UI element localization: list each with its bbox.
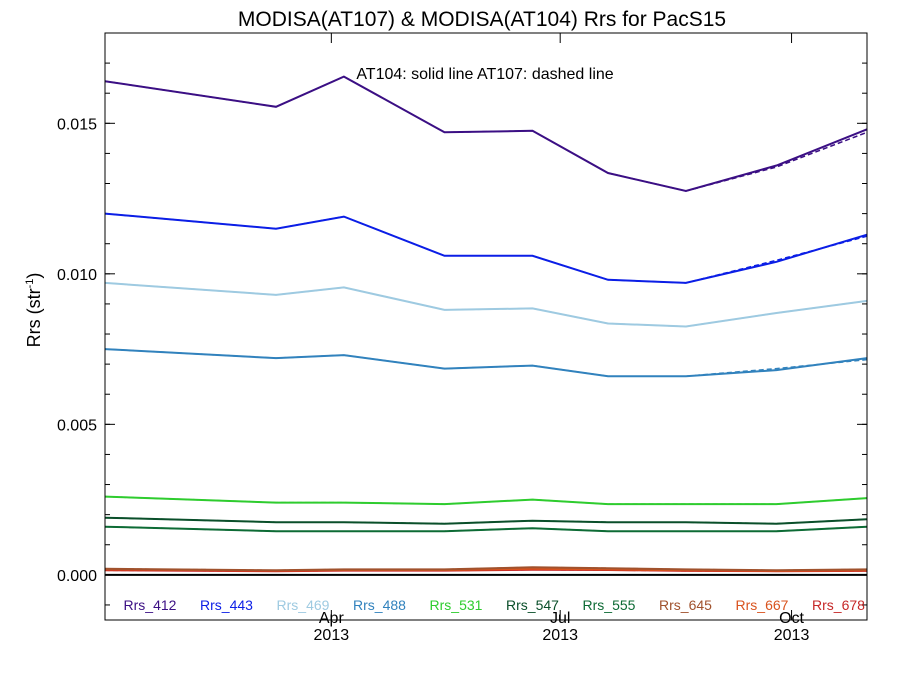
y-tick-label: 0.005 — [57, 417, 97, 434]
chart-title: MODISA(AT107) & MODISA(AT104) Rrs for Pa… — [238, 8, 726, 31]
plot-area: 0.0000.0050.0100.015Apr2013Jul2013Oct201… — [57, 33, 868, 644]
x-tick-year: 2013 — [774, 627, 810, 644]
plot-frame — [104, 32, 868, 621]
x-tick-label: Oct — [779, 610, 804, 627]
y-axis-label-end: ) — [24, 273, 44, 279]
legend-item: Rrs_678 — [812, 597, 865, 613]
legend-item: Rrs_555 — [583, 597, 636, 613]
legend-item: Rrs_645 — [659, 597, 712, 613]
series-line-solid — [104, 281, 868, 328]
y-tick-label: 0.010 — [57, 267, 97, 284]
legend-item: Rrs_531 — [430, 597, 483, 613]
x-tick-year: 2013 — [314, 627, 350, 644]
x-tick-label: Jul — [550, 610, 570, 627]
series-line-solid — [104, 495, 868, 506]
y-axis-label-base: Rrs (str — [24, 288, 44, 347]
legend-item: Rrs_488 — [353, 597, 406, 613]
y-tick-label: 0.000 — [57, 568, 97, 585]
legend-item: Rrs_412 — [124, 597, 177, 613]
legend-item: Rrs_443 — [200, 597, 253, 613]
series-line-dashed — [104, 282, 868, 328]
series-line-dashed — [104, 75, 868, 192]
x-tick-year: 2013 — [542, 627, 578, 644]
series-line-solid — [104, 75, 868, 193]
y-tick-label: 0.015 — [57, 116, 97, 133]
x-tick-label: Apr — [319, 610, 345, 627]
series-line-solid — [104, 348, 868, 378]
series-line-solid — [104, 212, 868, 284]
y-axis-label: Rrs (str-1) — [24, 273, 44, 348]
series-line-solid — [104, 566, 868, 572]
line-style-note: AT104: solid line AT107: dashed line — [356, 66, 613, 83]
series-line-solid — [104, 516, 868, 525]
series-line-solid — [104, 525, 868, 533]
legend-item: Rrs_547 — [506, 597, 559, 613]
legend-item: Rrs_469 — [277, 597, 330, 613]
y-axis-label-sup: -1 — [24, 279, 36, 289]
legend-item: Rrs_667 — [736, 597, 789, 613]
